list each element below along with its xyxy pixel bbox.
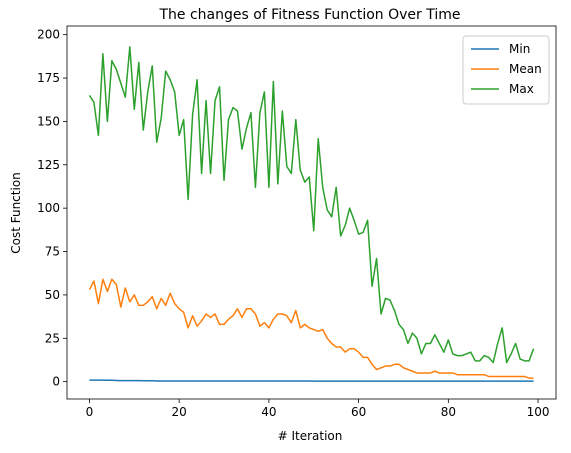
y-tick-label: 0 xyxy=(52,375,60,389)
x-tick-label: 60 xyxy=(351,405,366,419)
x-axis-label: # Iteration xyxy=(278,429,343,443)
legend-box xyxy=(462,35,550,105)
series-line-max xyxy=(88,46,535,364)
plot-area xyxy=(88,46,535,382)
x-tick-label: 80 xyxy=(441,405,456,419)
y-tick-label: 175 xyxy=(37,71,60,85)
series-line-min xyxy=(89,379,534,382)
y-tick-label: 125 xyxy=(37,158,60,172)
y-tick-label: 200 xyxy=(37,28,60,42)
legend-label-mean: Mean xyxy=(509,62,542,76)
y-tick-label: 100 xyxy=(37,201,60,215)
x-tick-label: 20 xyxy=(172,405,187,419)
legend-label-max: Max xyxy=(509,82,534,96)
plot-frame xyxy=(66,25,557,400)
axes: 0 20 40 60 80 100 0 25 50 75 100 125 150 175 200 xyxy=(37,25,557,419)
y-tick-label: 50 xyxy=(45,288,60,302)
y-tick-label: 150 xyxy=(37,114,60,128)
y-tick-label: 75 xyxy=(45,245,60,259)
x-tick-label: 0 xyxy=(86,405,94,419)
series-line-mean xyxy=(88,278,534,379)
chart-title: The changes of Fitness Function Over Tim… xyxy=(158,7,460,23)
legend: Min Mean Max xyxy=(462,35,550,105)
legend-label-min: Min xyxy=(509,42,530,56)
x-tick-label: 100 xyxy=(527,405,550,419)
y-axis-label: Cost Function xyxy=(9,172,23,254)
x-tick-label: 40 xyxy=(261,405,276,419)
y-tick-label: 25 xyxy=(45,331,60,345)
